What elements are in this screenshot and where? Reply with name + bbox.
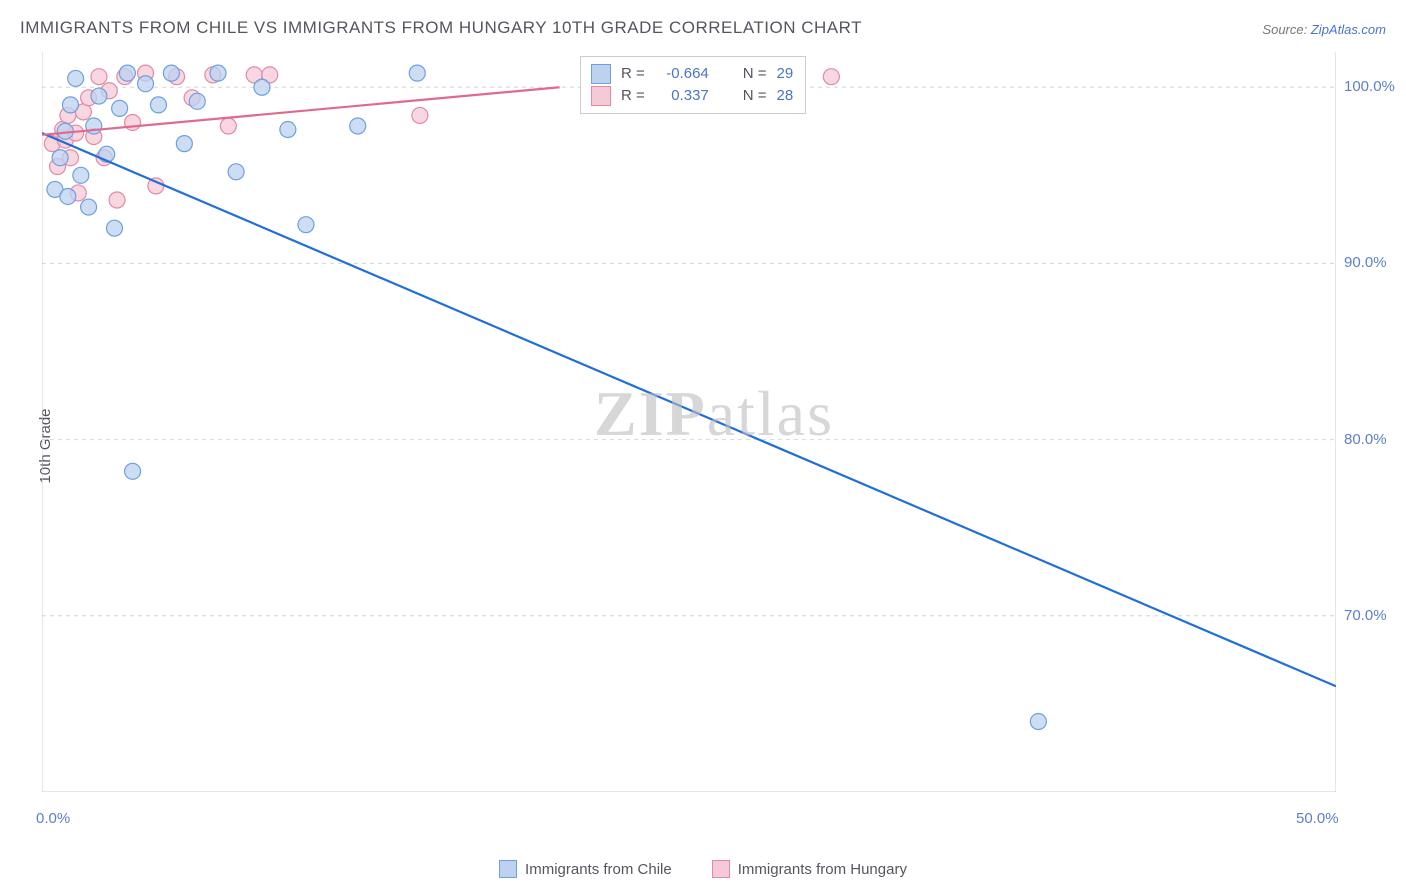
series-legend: Immigrants from Chile Immigrants from Hun… xyxy=(0,860,1406,878)
n-value: 28 xyxy=(777,85,794,107)
legend-label: Immigrants from Hungary xyxy=(738,861,907,878)
x-tick-label: 0.0% xyxy=(36,810,70,827)
legend-item: Immigrants from Hungary xyxy=(712,860,907,878)
n-label: N = xyxy=(743,63,767,85)
n-value: 29 xyxy=(777,63,794,85)
r-value: -0.664 xyxy=(655,63,709,85)
legend-item: Immigrants from Chile xyxy=(499,860,672,878)
legend-swatch xyxy=(499,860,517,878)
legend-swatch xyxy=(712,860,730,878)
corr-swatch xyxy=(591,64,611,84)
y-tick-label: 90.0% xyxy=(1344,254,1387,271)
legend-label: Immigrants from Chile xyxy=(525,861,672,878)
corr-legend-row: R = 0.337 N = 28 xyxy=(591,85,793,107)
y-tick-label: 100.0% xyxy=(1344,78,1395,95)
r-value: 0.337 xyxy=(655,85,709,107)
y-tick-label: 80.0% xyxy=(1344,431,1387,448)
source-value: ZipAtlas.com xyxy=(1311,22,1386,37)
correlation-legend-box: R = -0.664 N = 29 R = 0.337 N = 28 xyxy=(580,56,806,114)
y-tick-label: 70.0% xyxy=(1344,607,1387,624)
source-label: Source: xyxy=(1262,22,1307,37)
corr-legend-row: R = -0.664 N = 29 xyxy=(591,63,793,85)
n-label: N = xyxy=(743,85,767,107)
source-attribution: Source: ZipAtlas.com xyxy=(1262,22,1386,37)
r-label: R = xyxy=(621,85,645,107)
chart-svg xyxy=(42,52,1336,792)
corr-swatch xyxy=(591,86,611,106)
chart-title: IMMIGRANTS FROM CHILE VS IMMIGRANTS FROM… xyxy=(20,18,862,38)
r-label: R = xyxy=(621,63,645,85)
correlation-chart: ZIPatlas R =-0.664N = 29R =0.337N = 28 7… xyxy=(42,52,1386,822)
x-tick-label: 50.0% xyxy=(1296,810,1339,827)
